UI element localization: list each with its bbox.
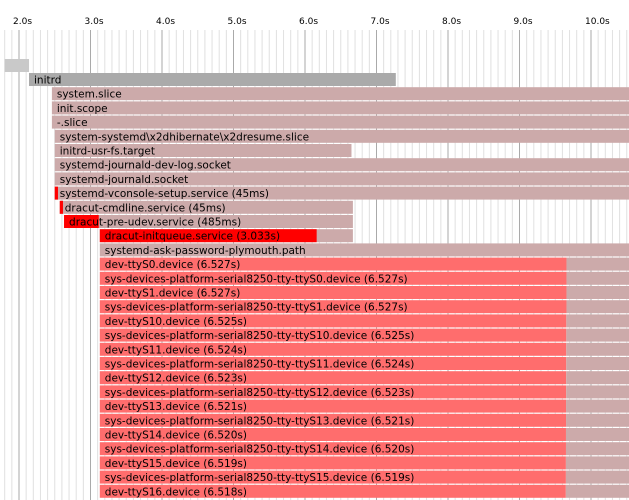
- unit-bar-activating: [99, 229, 317, 243]
- unit-label: dev-ttyS11.device (6.524s): [105, 344, 247, 356]
- unit-bar-tail: [566, 300, 629, 314]
- unit-bar: [99, 413, 567, 427]
- unit-bar-tail: [565, 442, 629, 456]
- unit-label: dev-ttyS16.device (6.518s): [105, 486, 247, 498]
- x-tick-label: 7.0s: [371, 17, 390, 27]
- unit-bar: [99, 342, 567, 356]
- unit-labels: initrd system.slice init.scope -.slice syste…: [34, 75, 414, 499]
- unit-label: sys-devices-platform-serial8250-tty-ttyS…: [105, 330, 415, 342]
- unit-label: sys-devices-platform-serial8250-tty-ttyS…: [105, 415, 415, 427]
- unit-bars: [4, 59, 629, 498]
- unit-bar: [54, 158, 629, 172]
- unit-label: dev-ttyS12.device (6.523s): [105, 373, 247, 385]
- unit-label: systemd-journald-dev-log.socket: [60, 160, 231, 172]
- unit-label: dev-ttyS10.device (6.525s): [105, 316, 247, 328]
- unit-label: dracut-cmdline.service (45ms): [65, 202, 226, 214]
- unit-label: initrd-usr-fs.target: [60, 146, 155, 158]
- unit-label: dev-ttyS0.device (6.527s): [105, 259, 241, 271]
- unit-bar-tail: [566, 328, 629, 342]
- x-tick-label: 3.0s: [85, 17, 104, 27]
- unit-label: dev-ttyS15.device (6.519s): [105, 458, 247, 470]
- unit-label: system.slice: [57, 89, 122, 101]
- unit-bar: [99, 300, 567, 314]
- unit-bar: [99, 328, 567, 342]
- unit-bar: [99, 385, 567, 399]
- unit-label: sys-devices-platform-serial8250-tty-ttyS…: [105, 273, 408, 285]
- unit-bar-activating: [54, 186, 58, 200]
- unit-bar-tail: [566, 286, 629, 299]
- unit-label: dracut-initqueue.service (3.033s): [105, 231, 280, 243]
- unit-label: sys-devices-platform-serial8250-tty-ttyS…: [105, 444, 415, 456]
- unit-bar: [51, 101, 629, 115]
- unit-label: initrd: [34, 75, 61, 87]
- unit-bar-activating: [59, 200, 63, 214]
- unit-bar: [64, 215, 353, 228]
- unit-bar: [99, 428, 566, 441]
- unit-label: systemd-ask-password-plymouth.path: [105, 245, 306, 257]
- unit-bar-tail: [566, 413, 629, 427]
- unit-bar-tail: [565, 428, 629, 441]
- x-tick-label: 5.0s: [228, 17, 247, 27]
- unit-bar: [99, 271, 567, 285]
- unit-label: dev-ttyS14.device (6.520s): [105, 430, 247, 442]
- unit-bar-tail: [565, 484, 629, 498]
- unit-label: sys-devices-platform-serial8250-tty-ttyS…: [105, 302, 408, 314]
- unit-bar: [99, 357, 567, 370]
- unit-bar: [99, 243, 629, 257]
- unit-bar: [59, 200, 353, 214]
- unit-label: sys-devices-platform-serial8250-tty-ttyS…: [105, 359, 415, 371]
- unit-bar-tail: [566, 357, 629, 370]
- unit-bar: [54, 144, 352, 157]
- unit-bar-tail: [566, 271, 629, 285]
- x-axis-ticks: 2.0s 3.0s 4.0s 5.0s 6.0s 7.0s 8.0s 9.0s 10.0s: [13, 17, 610, 27]
- unit-bar: [99, 314, 567, 328]
- unit-bar: [54, 186, 629, 200]
- x-tick-label: 2.0s: [13, 17, 32, 27]
- unit-bar: [99, 456, 566, 470]
- unit-label: dev-ttyS13.device (6.521s): [105, 401, 247, 413]
- unit-bar: [99, 442, 566, 456]
- unit-bar-tail: [565, 470, 629, 484]
- unit-label: sys-devices-platform-serial8250-tty-ttyS…: [105, 387, 415, 399]
- unit-label: system-systemd\x2dhibernate\x2dresume.sl…: [60, 131, 309, 143]
- x-tick-label: 6.0s: [299, 17, 318, 27]
- unit-label: systemd-journald.socket: [60, 174, 189, 186]
- unit-bar-tail: [566, 257, 629, 271]
- unit-bar: [99, 257, 567, 271]
- unit-bar: [51, 115, 629, 129]
- unit-bar-tail: [566, 399, 629, 413]
- x-tick-label: 9.0s: [514, 17, 533, 27]
- unit-bar-tail: [566, 371, 629, 385]
- unit-bar-activating: [64, 215, 99, 228]
- unit-bar: [54, 129, 629, 143]
- unit-bar: [99, 399, 567, 413]
- unit-bar-tail: [565, 456, 629, 470]
- unit-label: systemd-vconsole-setup.service (45ms): [60, 188, 269, 200]
- x-tick-label: 8.0s: [442, 17, 461, 27]
- unit-label: sys-devices-platform-serial8250-tty-ttyS…: [105, 472, 415, 484]
- unit-bar: [99, 484, 566, 498]
- unit-label: dracut-pre-udev.service (485ms): [69, 217, 241, 229]
- unit-bar: [99, 286, 567, 299]
- unit-bar: [54, 172, 629, 186]
- unit-label: dev-ttyS1.device (6.527s): [105, 288, 241, 300]
- x-tick-label: 4.0s: [156, 17, 175, 27]
- unit-bar: [29, 73, 396, 86]
- unit-bar-tail: [566, 385, 629, 399]
- unit-bar: [99, 371, 567, 385]
- unit-bar-tail: [566, 342, 629, 356]
- unit-bar: [51, 87, 629, 101]
- unit-bar-tail: [566, 314, 629, 328]
- unit-label: init.scope: [57, 103, 108, 115]
- unit-label: -.slice: [57, 117, 88, 129]
- kernel-bar: [4, 59, 30, 72]
- x-tick-label: 10.0s: [585, 17, 610, 27]
- unit-bar: [99, 470, 566, 484]
